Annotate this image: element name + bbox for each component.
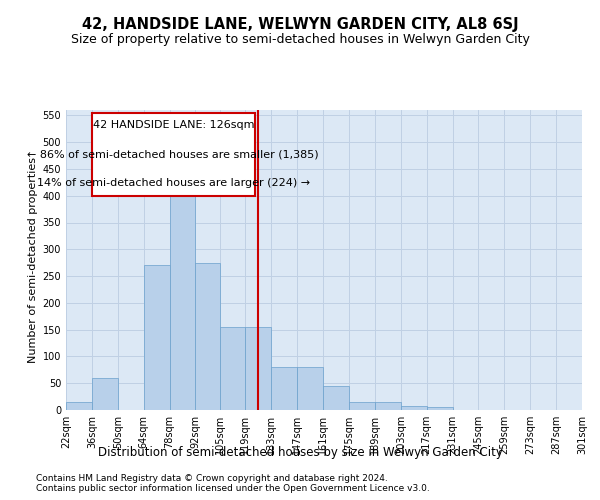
Bar — [196, 262, 220, 410]
Text: Contains public sector information licensed under the Open Government Licence v3: Contains public sector information licen… — [36, 484, 430, 493]
Bar — [297, 367, 323, 410]
Bar — [92, 378, 118, 410]
Text: 42 HANDSIDE LANE: 126sqm: 42 HANDSIDE LANE: 126sqm — [92, 120, 254, 130]
Bar — [245, 327, 271, 410]
Text: Distribution of semi-detached houses by size in Welwyn Garden City: Distribution of semi-detached houses by … — [98, 446, 502, 459]
Bar — [349, 402, 375, 410]
Bar — [323, 386, 349, 410]
Bar — [375, 402, 401, 410]
Bar — [170, 174, 196, 410]
Y-axis label: Number of semi-detached properties: Number of semi-detached properties — [28, 157, 38, 363]
Text: 14% of semi-detached houses are larger (224) →: 14% of semi-detached houses are larger (… — [37, 178, 310, 188]
Bar — [427, 408, 452, 410]
Bar — [401, 406, 427, 410]
FancyBboxPatch shape — [92, 112, 254, 196]
Bar — [143, 266, 170, 410]
Text: Size of property relative to semi-detached houses in Welwyn Garden City: Size of property relative to semi-detach… — [71, 32, 529, 46]
Text: ← 86% of semi-detached houses are smaller (1,385): ← 86% of semi-detached houses are smalle… — [28, 149, 319, 159]
Bar — [220, 327, 245, 410]
Bar — [66, 402, 92, 410]
Bar — [271, 367, 297, 410]
Text: Contains HM Land Registry data © Crown copyright and database right 2024.: Contains HM Land Registry data © Crown c… — [36, 474, 388, 483]
Text: 42, HANDSIDE LANE, WELWYN GARDEN CITY, AL8 6SJ: 42, HANDSIDE LANE, WELWYN GARDEN CITY, A… — [82, 18, 518, 32]
